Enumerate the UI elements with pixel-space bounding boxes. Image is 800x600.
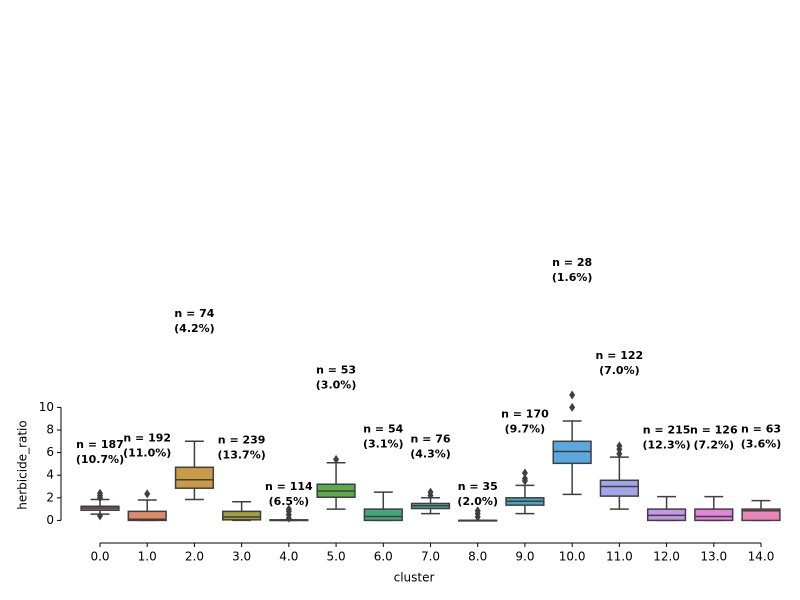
box	[741, 508, 781, 522]
annotation: (4.3%)	[410, 447, 451, 460]
annotation: n = 126	[690, 423, 738, 436]
y-tick-label: 4	[46, 468, 54, 482]
y-tick-label: 2	[46, 490, 54, 504]
annotation: n = 53	[316, 364, 356, 377]
annotation: n = 122	[596, 349, 644, 362]
annotation: (9.7%)	[505, 423, 546, 436]
x-tick-label: 13.0	[700, 550, 727, 564]
y-tick-label: 6	[46, 445, 54, 459]
flier	[333, 454, 340, 464]
annotation: (4.2%)	[174, 322, 215, 335]
flier	[569, 390, 576, 400]
y-tick-label: 8	[46, 423, 54, 437]
annotation: (3.6%)	[741, 437, 782, 450]
annotation: (7.2%)	[694, 438, 735, 451]
box	[552, 440, 592, 465]
annotation: (1.6%)	[552, 271, 593, 284]
flier	[521, 474, 528, 484]
box	[222, 510, 262, 521]
flier	[474, 506, 481, 516]
annotation: n = 114	[265, 480, 313, 493]
annotation: (7.0%)	[599, 364, 640, 377]
annotation: n = 192	[123, 431, 171, 444]
flier	[569, 402, 576, 412]
flier	[521, 468, 528, 478]
x-tick-label: 5.0	[327, 550, 346, 564]
annotation: n = 63	[741, 422, 781, 435]
box	[599, 479, 639, 497]
flier	[285, 504, 292, 514]
x-tick-label: 7.0	[421, 550, 440, 564]
annotation: n = 215	[643, 423, 691, 436]
x-tick-label: 1.0	[138, 550, 157, 564]
box	[127, 510, 167, 522]
annotation: n = 170	[501, 408, 549, 421]
x-tick-label: 6.0	[374, 550, 393, 564]
x-tick-label: 12.0	[653, 550, 680, 564]
x-tick-label: 2.0	[185, 550, 204, 564]
x-tick-label: 14.0	[748, 550, 775, 564]
annotation: n = 187	[76, 438, 124, 451]
annotation: (12.3%)	[642, 438, 690, 451]
annotation: n = 76	[410, 432, 450, 445]
box	[694, 508, 734, 522]
annotation: n = 35	[458, 480, 498, 493]
annotation: n = 54	[363, 422, 403, 435]
x-tick-label: 4.0	[279, 550, 298, 564]
annotation: (11.0%)	[123, 446, 171, 459]
x-tick-label: 0.0	[90, 550, 109, 564]
flier	[97, 488, 103, 498]
y-tick-label: 10	[39, 400, 54, 414]
y-tick-label: 0	[46, 513, 54, 527]
annotation: (13.7%)	[218, 449, 266, 462]
y-axis-label: herbicide_ratio	[16, 420, 30, 509]
x-tick-label: 9.0	[515, 550, 534, 564]
box	[363, 508, 403, 522]
annotation: n = 28	[552, 256, 592, 269]
x-tick-label: 11.0	[606, 550, 633, 564]
flier	[427, 487, 434, 497]
annotation: (10.7%)	[76, 453, 124, 466]
annotation: (3.1%)	[363, 437, 404, 450]
annotation: (2.0%)	[457, 495, 498, 508]
annotation: n = 239	[218, 434, 266, 447]
flier	[616, 449, 623, 459]
x-tick-label: 3.0	[232, 550, 251, 564]
annotation: (6.5%)	[269, 495, 310, 508]
x-tick-label: 8.0	[468, 550, 487, 564]
flier	[144, 489, 151, 499]
x-axis-label: cluster	[394, 571, 435, 585]
flier	[616, 441, 623, 451]
x-tick-label: 10.0	[559, 550, 586, 564]
annotation: n = 74	[174, 307, 214, 320]
flier	[97, 511, 103, 521]
box	[174, 466, 215, 489]
annotation: (3.0%)	[316, 379, 357, 392]
